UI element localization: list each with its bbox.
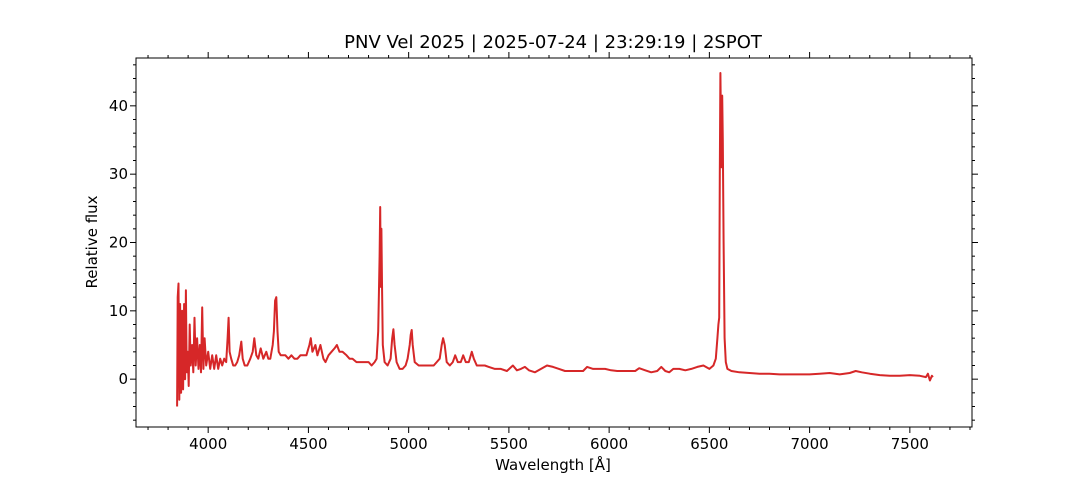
y-axis-title: Relative flux <box>83 195 101 288</box>
y-tick-label: 10 <box>109 302 128 320</box>
series-layer <box>176 72 934 407</box>
y-tick-label: 20 <box>109 234 128 252</box>
x-tick-label: 6000 <box>590 435 628 453</box>
x-tick-label: 5500 <box>490 435 528 453</box>
x-tick-label: 7500 <box>891 435 929 453</box>
x-tick-label: 7000 <box>791 435 829 453</box>
y-tick-label: 30 <box>109 165 128 183</box>
y-tick-label: 0 <box>118 370 128 388</box>
x-axis-title: Wavelength [Å] <box>495 455 611 474</box>
x-tick-label: 4500 <box>289 435 327 453</box>
plot-frame <box>135 57 973 428</box>
x-tick-label: 4000 <box>189 435 227 453</box>
y-tick-label: 40 <box>109 97 128 115</box>
chart-title: PNV Vel 2025 | 2025-07-24 | 23:29:19 | 2… <box>344 32 763 53</box>
plot-area <box>135 57 973 428</box>
x-tick-label: 6500 <box>690 435 728 453</box>
spectrum-line <box>176 72 934 407</box>
y-axis: 0 10 20 30 40 <box>109 64 978 421</box>
x-tick-label: 5000 <box>390 435 428 453</box>
x-axis: 4000 4500 5000 5500 6000 6500 7000 7500 <box>147 52 971 453</box>
